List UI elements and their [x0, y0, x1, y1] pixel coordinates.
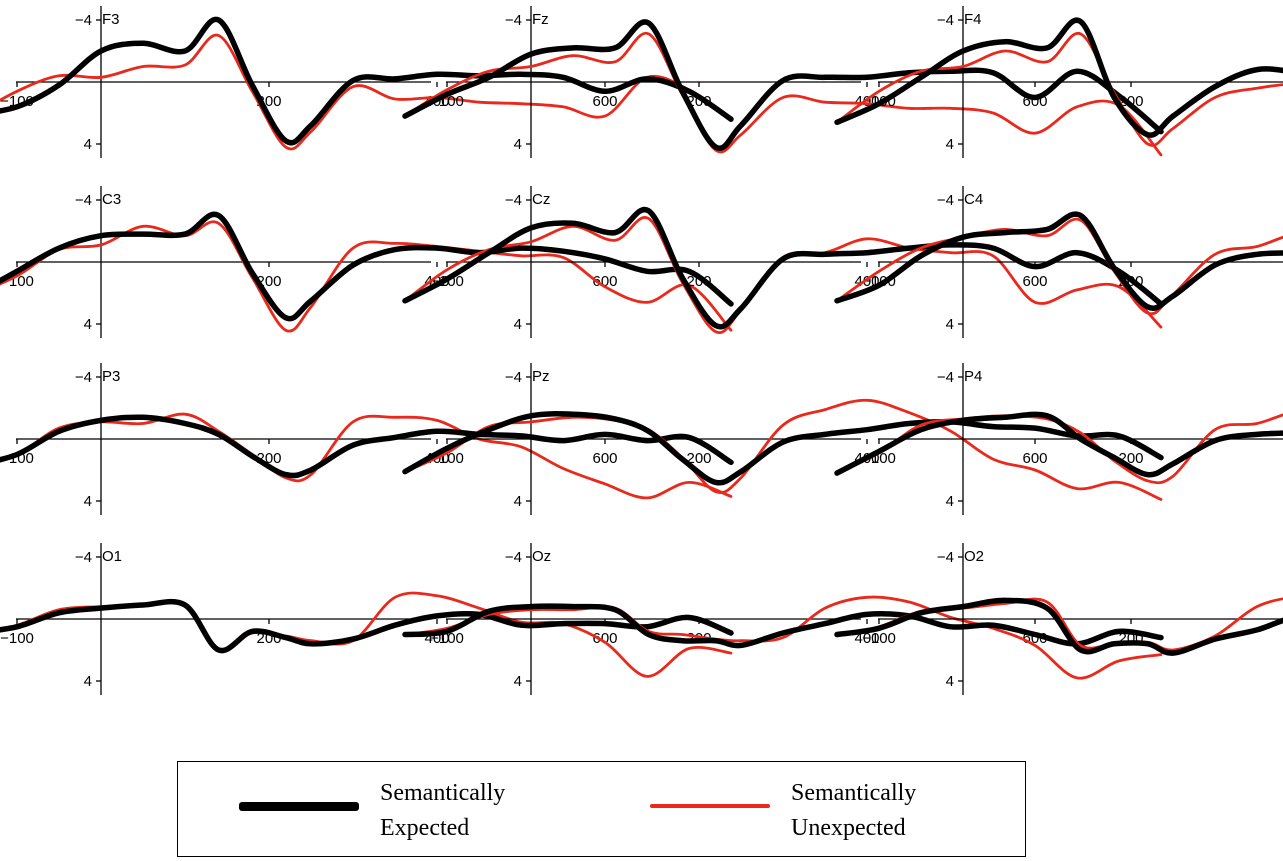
y-tick-label: 4: [84, 673, 92, 690]
y-tick-label: −4: [505, 192, 522, 209]
series-unexpected-pz: [403, 398, 1163, 501]
legend-label-unexpected: Semantically Unexpected: [791, 776, 991, 846]
y-tick-label: 4: [84, 136, 92, 153]
y-tick-label: 4: [946, 493, 954, 510]
x-tick-label: −100: [0, 450, 34, 467]
y-tick-label: −4: [937, 12, 954, 29]
x-tick-label: 200: [686, 450, 711, 467]
x-tick-label: 600: [592, 273, 617, 290]
channel-label-c3: C3: [102, 191, 121, 208]
channel-label-c4: C4: [964, 191, 983, 208]
panel-p4: −44−100200400600P4: [834, 363, 1283, 515]
series-expected-o2: [834, 597, 1283, 656]
legend-label-unexpected-line1: Semantically: [791, 780, 917, 806]
channel-label-o1: O1: [102, 548, 122, 565]
panel-c4: −44−100200400600C4: [834, 186, 1283, 338]
series-expected-pz: [402, 411, 1164, 486]
panel-f4: −44−100200400600F4: [834, 6, 1283, 158]
series-expected-c4: [834, 211, 1283, 311]
channel-label-cz: Cz: [532, 191, 550, 208]
series-expected-p3: [0, 414, 734, 479]
series-unexpected-p3: [0, 412, 733, 500]
y-tick-label: 4: [514, 136, 522, 153]
y-tick-label: −4: [937, 549, 954, 566]
y-tick-label: −4: [937, 192, 954, 209]
y-tick-label: 4: [514, 673, 522, 690]
y-tick-label: −4: [75, 549, 92, 566]
y-tick-label: 4: [946, 316, 954, 333]
series-unexpected-f4: [835, 32, 1283, 147]
channel-label-o2: O2: [964, 548, 984, 565]
y-tick-label: 4: [946, 673, 954, 690]
legend-label-expected: Semantically Expected: [380, 776, 580, 846]
x-tick-label: 600: [1022, 450, 1047, 467]
legend: Semantically Expected Semantically Unexp…: [177, 761, 1026, 857]
x-tick-label: 200: [1118, 93, 1143, 110]
y-tick-label: −4: [75, 12, 92, 29]
series-expected-f4: [834, 17, 1283, 138]
series-expected-f3: [0, 16, 734, 146]
channel-label-f3: F3: [102, 11, 120, 28]
series-expected-c3: [0, 211, 734, 322]
x-tick-label: 600: [592, 93, 617, 110]
x-tick-label: 200: [686, 273, 711, 290]
legend-swatch-unexpected: [650, 804, 770, 808]
y-tick-label: 4: [514, 493, 522, 510]
legend-label-unexpected-line2: Unexpected: [791, 815, 906, 841]
channel-label-f4: F4: [964, 11, 982, 28]
series-expected-o1: [0, 598, 734, 654]
x-tick-label: −100: [862, 630, 896, 647]
y-tick-label: −4: [75, 192, 92, 209]
series-unexpected-f3: [0, 33, 733, 151]
x-tick-label: 600: [592, 450, 617, 467]
y-tick-label: 4: [514, 316, 522, 333]
x-tick-label: 600: [1022, 273, 1047, 290]
series-unexpected-fz: [403, 32, 1163, 157]
series-expected-cz: [402, 206, 1164, 330]
channel-label-fz: Fz: [532, 11, 549, 28]
series-expected-oz: [402, 603, 1164, 649]
x-tick-label: −100: [0, 630, 34, 647]
y-tick-label: 4: [946, 136, 954, 153]
y-tick-label: 4: [84, 316, 92, 333]
legend-label-expected-line2: Expected: [380, 815, 470, 841]
channel-label-p3: P3: [102, 368, 120, 385]
panel-o2: −44−100200400600O2: [834, 543, 1283, 695]
series-expected-fz: [402, 19, 1164, 151]
y-tick-label: −4: [75, 369, 92, 386]
channel-label-oz: Oz: [532, 548, 551, 565]
y-tick-label: −4: [505, 549, 522, 566]
x-tick-label: 600: [592, 630, 617, 647]
channel-label-pz: Pz: [532, 368, 550, 385]
channel-label-p4: P4: [964, 368, 982, 385]
legend-label-expected-line1: Semantically: [380, 780, 506, 806]
y-tick-label: −4: [937, 369, 954, 386]
y-tick-label: 4: [84, 493, 92, 510]
y-tick-label: −4: [505, 12, 522, 29]
y-tick-label: −4: [505, 369, 522, 386]
legend-swatch-expected: [239, 802, 359, 811]
series-expected-p4: [834, 411, 1283, 478]
